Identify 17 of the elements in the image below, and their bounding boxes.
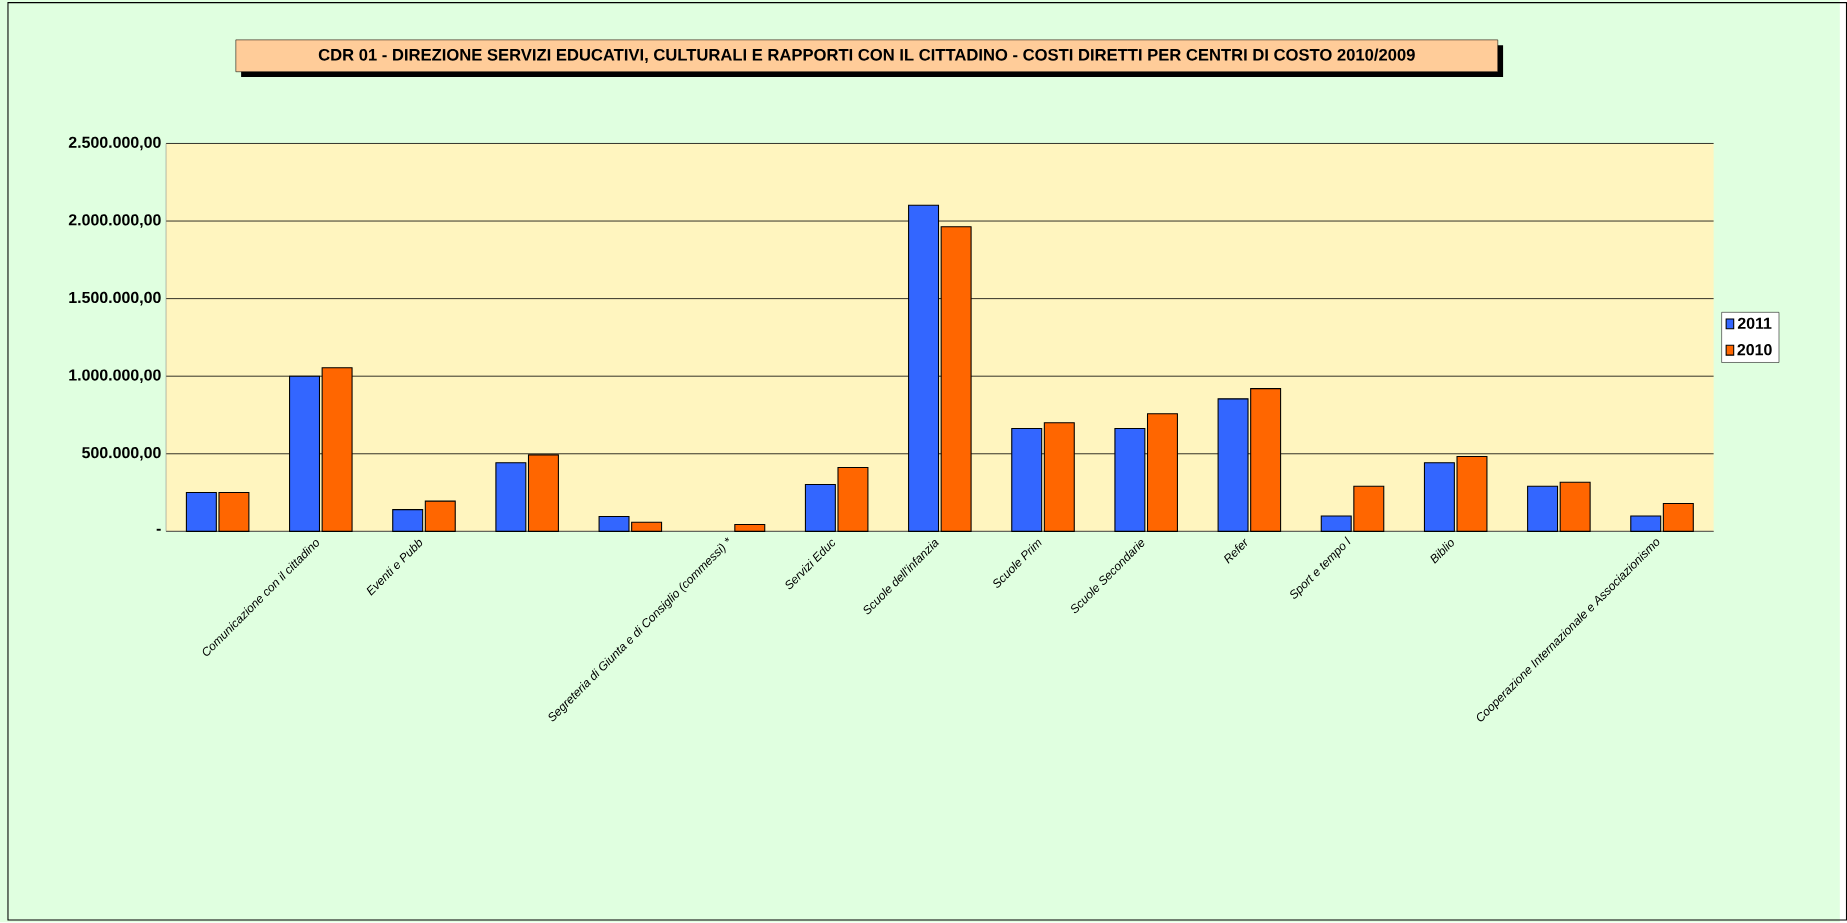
y-tick-label: 2.000.000,00	[68, 214, 161, 229]
y-tick-label: -	[156, 529, 161, 531]
y-tick-label: 1.500.000,00	[69, 292, 161, 306]
bar	[392, 509, 424, 533]
bar	[734, 524, 766, 533]
bar	[1527, 485, 1559, 533]
chart-title: CDR 01 - DIREZIONE SERVIZI EDUCATIVI, CULTURALI E RAPPORTI CON IL CITTADINO - COSTI DIRETTI PER CENTRI DI COSTO 2010/2009	[318, 48, 1415, 64]
legend-label: 2011	[1737, 317, 1772, 330]
bar	[424, 500, 456, 533]
bar	[495, 462, 527, 533]
y-tick-label: 1.000.000,00	[69, 369, 161, 384]
bar	[1559, 481, 1591, 533]
y-tick-label: 2.500.000,00	[68, 136, 161, 151]
y-tick-label: 500.000,00	[82, 447, 161, 461]
bar	[1630, 515, 1662, 533]
bar	[1662, 503, 1694, 533]
legend-label: 2010	[1737, 344, 1772, 356]
